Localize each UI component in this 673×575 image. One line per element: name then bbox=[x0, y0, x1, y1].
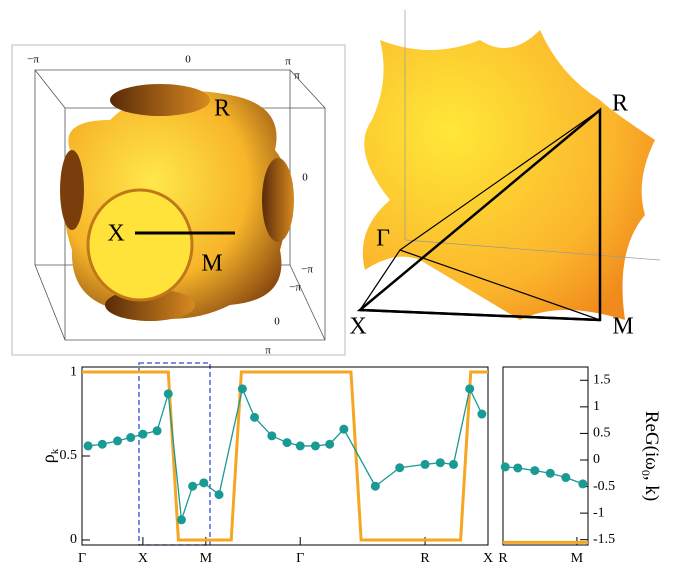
y2-tick-label: -0.5 bbox=[593, 479, 615, 494]
x-tick-label: Γ bbox=[296, 551, 304, 566]
data-point bbox=[84, 441, 93, 450]
data-point bbox=[465, 384, 474, 393]
x-tick-label: X bbox=[138, 551, 148, 566]
data-point bbox=[449, 460, 458, 469]
data-point bbox=[296, 441, 305, 450]
series-line bbox=[82, 372, 488, 540]
data-point bbox=[421, 460, 430, 469]
y-tick-label: 0 bbox=[70, 532, 77, 547]
cube-axis-label: −π bbox=[27, 54, 39, 66]
cube-axis-label: 0 bbox=[185, 54, 191, 66]
plot-frame bbox=[503, 367, 588, 545]
data-point bbox=[126, 433, 135, 442]
point-label: X bbox=[349, 314, 366, 340]
cube-axis-label: 0 bbox=[302, 172, 308, 184]
cube-axis-label: π bbox=[285, 56, 291, 68]
cube-axis-label: π bbox=[265, 345, 271, 357]
data-point bbox=[153, 426, 162, 435]
data-point bbox=[325, 440, 334, 449]
point-label: M bbox=[612, 314, 633, 340]
data-point bbox=[267, 431, 276, 440]
data-point bbox=[578, 479, 587, 488]
y-tick-label: 1 bbox=[70, 364, 77, 379]
data-point bbox=[215, 490, 224, 499]
y-tick-label: 0.5 bbox=[60, 448, 78, 463]
data-point bbox=[283, 438, 292, 447]
y2-tick-label: -1.5 bbox=[593, 532, 615, 547]
brillouin-zone-panel bbox=[360, 10, 660, 320]
data-point bbox=[339, 425, 348, 434]
y-label-symbol: ρ bbox=[38, 454, 58, 463]
data-point bbox=[98, 440, 107, 449]
data-point bbox=[164, 389, 173, 398]
data-point bbox=[177, 515, 186, 524]
point-label: Γ bbox=[376, 226, 390, 252]
x-tick-label: Γ bbox=[78, 551, 86, 566]
cube-axis-label: π bbox=[294, 70, 300, 82]
cube-axis-label: −π bbox=[301, 264, 313, 276]
data-point bbox=[561, 473, 570, 482]
point-label: R bbox=[214, 96, 230, 122]
data-point bbox=[513, 463, 522, 472]
data-point bbox=[199, 478, 208, 487]
data-point bbox=[238, 384, 247, 393]
page: −π0ππ0−π−π0πRXMRΓXMΓXMΓRX00.51ρkRM1.510.… bbox=[0, 0, 673, 575]
figure: −π0ππ0−π−π0πRXMRΓXMΓXMΓRX00.51ρkRM1.510.… bbox=[0, 0, 673, 570]
y2-tick-label: 1.5 bbox=[593, 373, 611, 388]
y2-label-tail: , k) bbox=[641, 476, 662, 501]
point-label: M bbox=[201, 251, 222, 277]
series-line bbox=[88, 389, 482, 520]
data-point bbox=[395, 463, 404, 472]
plot-frame bbox=[82, 367, 488, 545]
x-tick-label: M bbox=[571, 551, 584, 566]
cube-axis-label: −π bbox=[289, 282, 301, 294]
data-point bbox=[546, 469, 555, 478]
data-point bbox=[311, 441, 320, 450]
data-point bbox=[138, 430, 147, 439]
y2-tick-label: 0.5 bbox=[593, 426, 611, 441]
y2-label: ReG(iω0, k) bbox=[639, 411, 661, 501]
data-point bbox=[250, 413, 259, 422]
fermi-surface-panel bbox=[12, 45, 345, 355]
y2-tick-label: -1 bbox=[593, 505, 605, 520]
cube-axis-label: 0 bbox=[274, 316, 280, 328]
data-point bbox=[371, 482, 380, 491]
data-point bbox=[530, 466, 539, 475]
x-tick-label: R bbox=[498, 551, 508, 566]
data-point bbox=[501, 462, 510, 471]
y2-tick-label: 0 bbox=[593, 452, 600, 467]
y2-label-main: ReG(iω bbox=[641, 411, 662, 470]
surface bbox=[363, 30, 655, 320]
data-point bbox=[188, 482, 197, 491]
data-point bbox=[113, 436, 122, 445]
x-tick-label: X bbox=[483, 551, 493, 566]
data-point bbox=[436, 458, 445, 467]
x-tick-label: M bbox=[200, 551, 213, 566]
point-label: X bbox=[107, 221, 124, 247]
data-point bbox=[477, 410, 486, 419]
point-label: R bbox=[612, 91, 628, 117]
x-tick-label: R bbox=[420, 551, 430, 566]
y2-tick-label: 1 bbox=[593, 399, 600, 414]
y-label: ρk bbox=[38, 448, 60, 463]
y-label-subscript: k bbox=[49, 448, 61, 454]
